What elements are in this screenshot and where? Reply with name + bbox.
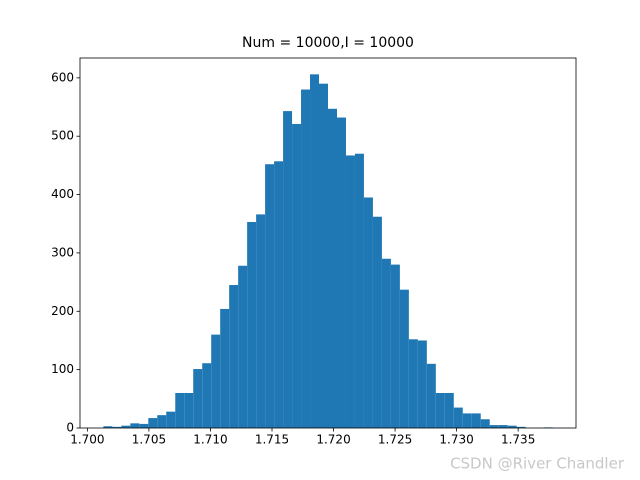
bar	[480, 419, 490, 428]
bar	[310, 74, 320, 428]
x-tick-label: 1.715	[255, 433, 289, 447]
bar	[328, 108, 337, 428]
bar	[498, 425, 508, 428]
bar	[193, 369, 203, 428]
bar	[363, 197, 373, 428]
bar	[354, 153, 364, 428]
bar	[175, 392, 185, 428]
y-tick-label: 100	[51, 362, 74, 376]
bar	[408, 339, 418, 428]
bar	[103, 426, 113, 428]
bar	[292, 123, 302, 428]
bar	[112, 426, 122, 428]
x-tick-label: 1.735	[501, 433, 535, 447]
bar	[157, 415, 167, 428]
watermark: CSDN @River Chandler	[450, 455, 625, 473]
bar	[283, 111, 293, 429]
x-tick-label: 1.710	[193, 433, 227, 447]
bar	[462, 413, 472, 428]
bar	[399, 289, 409, 428]
bar	[372, 216, 382, 428]
chart-title: Num = 10000,I = 10000	[242, 35, 414, 51]
bar	[220, 308, 230, 428]
x-tick-label: 1.705	[132, 433, 166, 447]
bar	[417, 340, 427, 428]
y-tick-label: 500	[51, 129, 74, 143]
bar	[202, 363, 212, 428]
bar	[444, 392, 454, 428]
bar	[139, 423, 149, 428]
bar	[130, 423, 140, 428]
bar	[247, 221, 257, 428]
bar	[274, 161, 284, 429]
bar	[211, 334, 221, 428]
y-tick-label: 400	[51, 187, 74, 201]
bar	[229, 285, 239, 428]
bar	[390, 264, 400, 428]
bar	[516, 426, 526, 428]
bar	[336, 117, 346, 428]
bar	[301, 89, 311, 429]
bar	[453, 407, 463, 428]
bar	[345, 155, 355, 428]
y-tick-label: 300	[51, 245, 74, 259]
bar	[166, 411, 176, 428]
x-tick-label: 1.720	[316, 433, 350, 447]
y-tick-label: 0	[66, 421, 74, 435]
x-tick-label: 1.700	[70, 433, 104, 447]
y-tick-label: 600	[51, 70, 74, 84]
y-tick-label: 200	[51, 304, 74, 318]
bar	[489, 425, 499, 428]
bar	[319, 83, 328, 429]
bar	[256, 214, 266, 428]
bar	[381, 258, 391, 428]
bar	[238, 265, 248, 428]
bar	[148, 418, 158, 428]
axes-frame	[79, 57, 577, 429]
x-tick-label: 1.725	[378, 433, 412, 447]
bar	[121, 425, 131, 428]
bar	[426, 363, 436, 428]
bar	[265, 164, 275, 428]
bar	[184, 392, 194, 428]
bar	[435, 392, 445, 428]
x-tick-label: 1.730	[439, 433, 473, 447]
bar	[471, 413, 481, 428]
bar	[507, 425, 517, 428]
